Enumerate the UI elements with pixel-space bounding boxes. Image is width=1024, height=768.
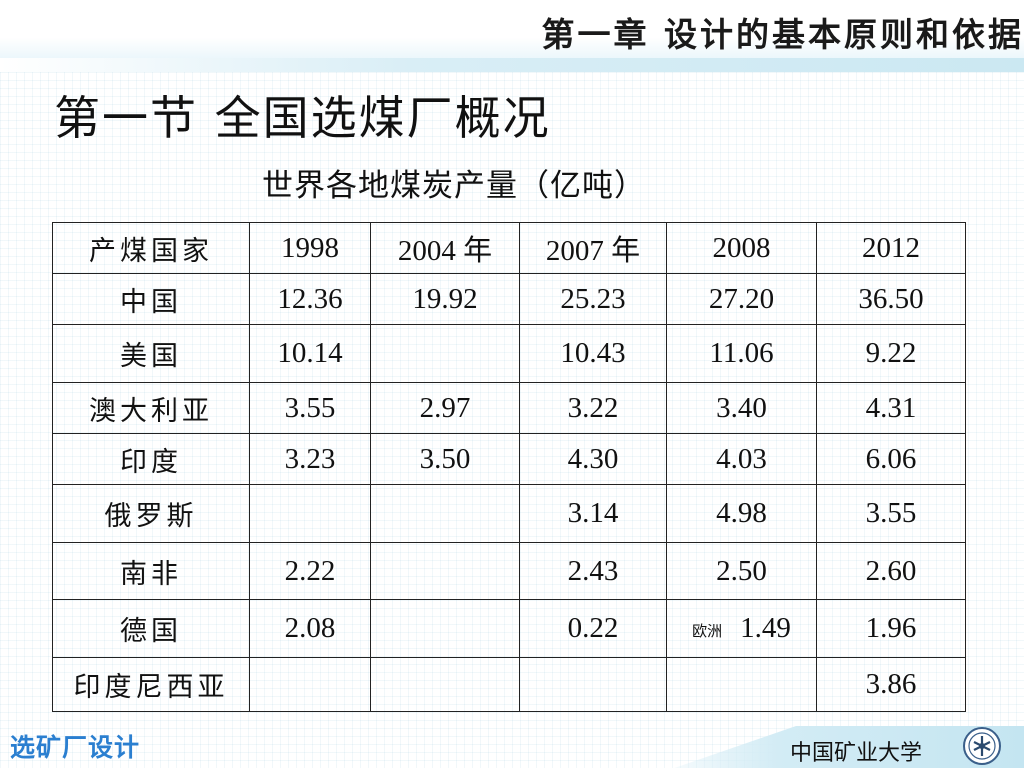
value-cell-1998: 2.22 — [249, 542, 371, 600]
header-cell-1998: 1998 — [249, 222, 371, 274]
value-cell-2012: 3.55 — [816, 484, 966, 543]
table-row: 澳大利亚 3.55 2.97 3.22 3.40 4.31 — [52, 382, 966, 434]
value-cell-2004: 2.97 — [370, 382, 520, 434]
coal-production-table: 产煤国家 1998 2004 年 2007 年 2008 2012 中国 12.… — [52, 222, 966, 712]
table-row: 中国 12.36 19.92 25.23 27.20 36.50 — [52, 273, 966, 325]
table-header-row: 产煤国家 1998 2004 年 2007 年 2008 2012 — [52, 222, 966, 274]
value-cell-2008 — [666, 657, 817, 712]
value-cell-1998: 3.55 — [249, 382, 371, 434]
value-cell-2012: 4.31 — [816, 382, 966, 434]
value-cell-2008: 27.20 — [666, 273, 817, 325]
table-row: 南非 2.22 2.43 2.50 2.60 — [52, 542, 966, 600]
value-cell-2007: 3.22 — [519, 382, 667, 434]
value-cell-1998 — [249, 657, 371, 712]
chapter-title: 第一章 设计的基本原则和依据 — [541, 15, 1024, 54]
value-cell-2012: 9.22 — [816, 324, 966, 383]
value-cell-2012: 2.60 — [816, 542, 966, 600]
value-cell-2007: 3.14 — [519, 484, 667, 543]
value-cell-1998: 10.14 — [249, 324, 371, 383]
value-cell-2004 — [370, 324, 520, 383]
value-2008: 1.49 — [740, 612, 791, 644]
value-cell-2004 — [370, 599, 520, 658]
value-cell-2008: 2.50 — [666, 542, 817, 600]
value-cell-2004 — [370, 542, 520, 600]
course-name: 选矿厂设计 — [10, 733, 141, 762]
table-caption: 世界各地煤炭产量（亿吨） — [262, 168, 646, 204]
section-title: 第一节 全国选煤厂概况 — [54, 91, 551, 145]
country-cell: 美国 — [52, 324, 250, 383]
value-cell-1998: 3.23 — [249, 433, 371, 485]
value-cell-1998: 12.36 — [249, 273, 371, 325]
country-cell: 中国 — [52, 273, 250, 325]
value-cell-2012: 36.50 — [816, 273, 966, 325]
value-cell-2012: 3.86 — [816, 657, 966, 712]
table-row: 印度 3.23 3.50 4.30 4.03 6.06 — [52, 433, 966, 485]
table-row: 美国 10.14 10.43 11.06 9.22 — [52, 324, 966, 383]
header-cell-2012: 2012 — [816, 222, 966, 274]
university-emblem-icon — [963, 727, 1001, 765]
country-cell: 澳大利亚 — [52, 382, 250, 434]
value-cell-2004 — [370, 484, 520, 543]
value-cell-1998: 2.08 — [249, 599, 371, 658]
country-cell: 印度 — [52, 433, 250, 485]
table-row: 德国 2.08 0.22 欧洲 1.49 1.96 — [52, 599, 966, 658]
country-cell: 印度尼西亚 — [52, 657, 250, 712]
value-cell-2004: 19.92 — [370, 273, 520, 325]
header-cell-country: 产煤国家 — [52, 222, 250, 274]
value-cell-2007 — [519, 657, 667, 712]
value-cell-2008: 11.06 — [666, 324, 817, 383]
header-cell-2007: 2007 年 — [519, 222, 667, 274]
value-cell-2008: 4.03 — [666, 433, 817, 485]
country-cell: 德国 — [52, 599, 250, 658]
value-cell-2007: 2.43 — [519, 542, 667, 600]
country-cell: 南非 — [52, 542, 250, 600]
value-cell-2008: 4.98 — [666, 484, 817, 543]
value-cell-2012: 6.06 — [816, 433, 966, 485]
header-cell-2004: 2004 年 — [370, 222, 520, 274]
header-cell-2008: 2008 — [666, 222, 817, 274]
header-band — [0, 0, 1024, 72]
value-cell-2008: 3.40 — [666, 382, 817, 434]
value-cell-2012: 1.96 — [816, 599, 966, 658]
university-name: 中国矿业大学 — [790, 741, 923, 766]
country-cell: 俄罗斯 — [52, 484, 250, 543]
value-cell-2007: 0.22 — [519, 599, 667, 658]
europe-note: 欧洲 — [692, 621, 723, 640]
value-cell-2007: 4.30 — [519, 433, 667, 485]
value-cell-2008: 欧洲 1.49 — [666, 599, 817, 658]
value-cell-2004: 3.50 — [370, 433, 520, 485]
value-cell-2007: 10.43 — [519, 324, 667, 383]
value-cell-2004 — [370, 657, 520, 712]
table-row: 俄罗斯 3.14 4.98 3.55 — [52, 484, 966, 543]
value-cell-2007: 25.23 — [519, 273, 667, 325]
table-row: 印度尼西亚 3.86 — [52, 657, 966, 712]
value-cell-1998 — [249, 484, 371, 543]
